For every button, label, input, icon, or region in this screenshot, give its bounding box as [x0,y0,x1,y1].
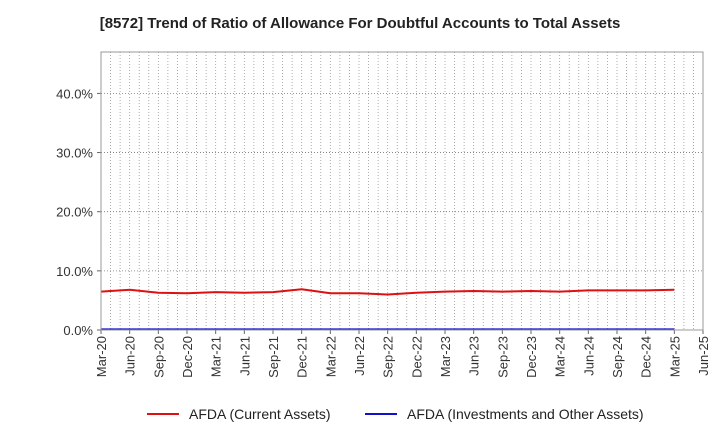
x-tick-label: Sep-21 [266,336,281,378]
x-tick-label: Dec-23 [524,336,539,378]
x-tick-label: Jun-24 [581,336,596,376]
x-tick-label: Dec-24 [639,336,654,378]
plot-frame [100,51,704,331]
x-tick-label: Dec-22 [409,336,424,378]
x-tick-label: Mar-20 [94,336,109,377]
x-tick-label: Jun-25 [696,336,711,376]
x-tick-label: Sep-20 [151,336,166,378]
grid-layer [101,52,703,330]
legend-label-current-assets: AFDA (Current Assets) [189,406,331,422]
x-tick-label: Sep-24 [610,336,625,378]
x-tick-label: Sep-23 [495,336,510,378]
x-tick-label: Sep-22 [381,336,396,378]
x-tick-label: Mar-22 [323,336,338,377]
y-tick-label: 10.0% [56,264,93,279]
legend-swatch-current-assets [147,413,179,415]
series-line-current-assets [100,288,675,296]
x-tick-label: Mar-21 [209,336,224,377]
x-tick-label: Mar-25 [667,336,682,377]
y-tick-label: 0.0% [63,323,93,338]
x-axis-ticks: Mar-20 Jun-20 Sep-20 Dec-20 Mar-21 Jun-21 Sep-… [94,330,711,378]
x-tick-label: Jun-23 [467,336,482,376]
x-tick-label: Dec-20 [180,336,195,378]
x-tick-label: Jun-21 [237,336,252,376]
y-tick-label: 20.0% [56,205,93,220]
legend-swatch-investments [365,413,397,415]
chart-title: [8572] Trend of Ratio of Allowance For D… [99,15,621,32]
x-tick-label: Dec-21 [295,336,310,378]
y-tick-label: 40.0% [56,86,93,101]
x-tick-label: Mar-24 [553,336,568,377]
legend-label-investments: AFDA (Investments and Other Assets) [407,406,644,422]
y-tick-label: 30.0% [56,146,93,161]
x-tick-label: Jun-22 [352,336,367,376]
x-tick-label: Jun-20 [123,336,138,376]
series-layer [100,288,675,331]
legend-item-investments: AFDA (Investments and Other Assets) [365,403,644,425]
legend-item-current-assets: AFDA (Current Assets) [147,403,331,425]
x-tick-label: Mar-23 [438,336,453,377]
y-axis-ticks: 0.0% 10.0% 20.0% 30.0% 40.0% [56,86,101,338]
legend: AFDA (Current Assets) AFDA (Investments … [0,403,720,425]
